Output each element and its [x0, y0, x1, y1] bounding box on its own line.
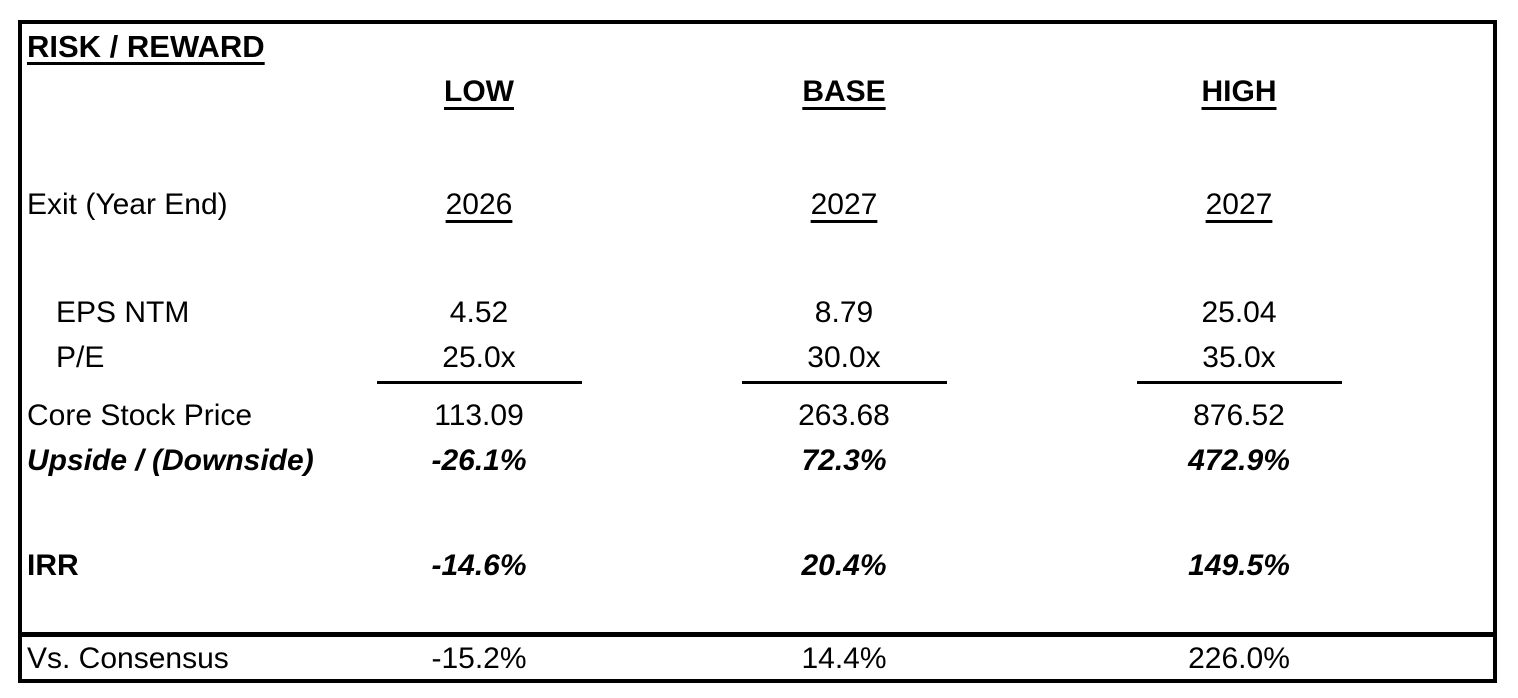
sum-rule-base [741, 381, 947, 384]
risk-reward-table: RISK / REWARD LOW BASE HIGH Exit (Year E… [18, 20, 1497, 683]
section-divider [22, 632, 1493, 637]
cell-upside-base: 72.3% [801, 443, 887, 477]
cell-exit-low: 2026 [445, 187, 513, 221]
cell-exit-base: 2027 [810, 187, 878, 221]
cell-consensus-high: 226.0% [1188, 641, 1290, 675]
table-row-eps-ntm: EPS NTM 4.52 8.79 25.04 [22, 290, 1493, 335]
row-label-vs-consensus: Vs. Consensus [27, 641, 229, 675]
cell-price-low: 113.09 [434, 398, 524, 432]
cell-upside-low: -26.1% [431, 443, 527, 477]
sum-rule-low [376, 381, 582, 384]
sum-rule-row [22, 379, 1493, 393]
column-header-low: LOW [444, 74, 514, 108]
cell-price-high: 876.52 [1193, 398, 1285, 432]
cell-pe-low: 25.0x [442, 340, 516, 374]
cell-eps-low: 4.52 [449, 296, 509, 329]
column-header-row: LOW BASE HIGH [22, 70, 1493, 112]
table-row-pe: P/E 25.0x 30.0x 35.0x [22, 335, 1493, 379]
page-title: RISK / REWARD [27, 28, 265, 64]
spacer [22, 587, 1493, 632]
cell-consensus-low: -15.2% [431, 641, 527, 675]
table-row-upside-downside: Upside / (Downside) -26.1% 72.3% 472.9% [22, 437, 1493, 483]
title-row: RISK / REWARD [22, 24, 1493, 70]
row-label-upside-downside: Upside / (Downside) [27, 443, 314, 477]
cell-irr-high: 149.5% [1188, 548, 1290, 582]
cell-eps-high: 25.04 [1201, 296, 1277, 329]
spacer [22, 226, 1493, 290]
cell-irr-base: 20.4% [801, 548, 887, 582]
row-label-core-stock-price: Core Stock Price [27, 398, 253, 432]
cell-exit-high: 2027 [1205, 187, 1273, 221]
row-label-exit-year-end: Exit (Year End) [27, 187, 228, 221]
cell-consensus-base: 14.4% [801, 641, 887, 675]
spacer [22, 112, 1493, 182]
row-label-pe: P/E [56, 340, 105, 374]
table-row-exit-year-end: Exit (Year End) 2026 2027 2027 [22, 182, 1493, 226]
table-row-vs-consensus: Vs. Consensus -15.2% 14.4% 226.0% [22, 637, 1493, 679]
cell-eps-base: 8.79 [814, 296, 874, 329]
row-label-irr: IRR [27, 548, 79, 582]
row-label-eps-ntm: EPS NTM [56, 296, 190, 329]
cell-pe-base: 30.0x [807, 340, 881, 374]
table-row-core-stock-price: Core Stock Price 113.09 263.68 876.52 [22, 393, 1493, 437]
column-header-base: BASE [802, 74, 886, 108]
column-header-high: HIGH [1201, 74, 1277, 108]
table-row-irr: IRR -14.6% 20.4% 149.5% [22, 543, 1493, 587]
cell-irr-low: -14.6% [431, 548, 527, 582]
cell-upside-high: 472.9% [1188, 443, 1290, 477]
spacer [22, 483, 1493, 543]
sum-rule-high [1136, 381, 1342, 384]
cell-price-base: 263.68 [798, 398, 890, 432]
cell-pe-high: 35.0x [1202, 340, 1276, 374]
